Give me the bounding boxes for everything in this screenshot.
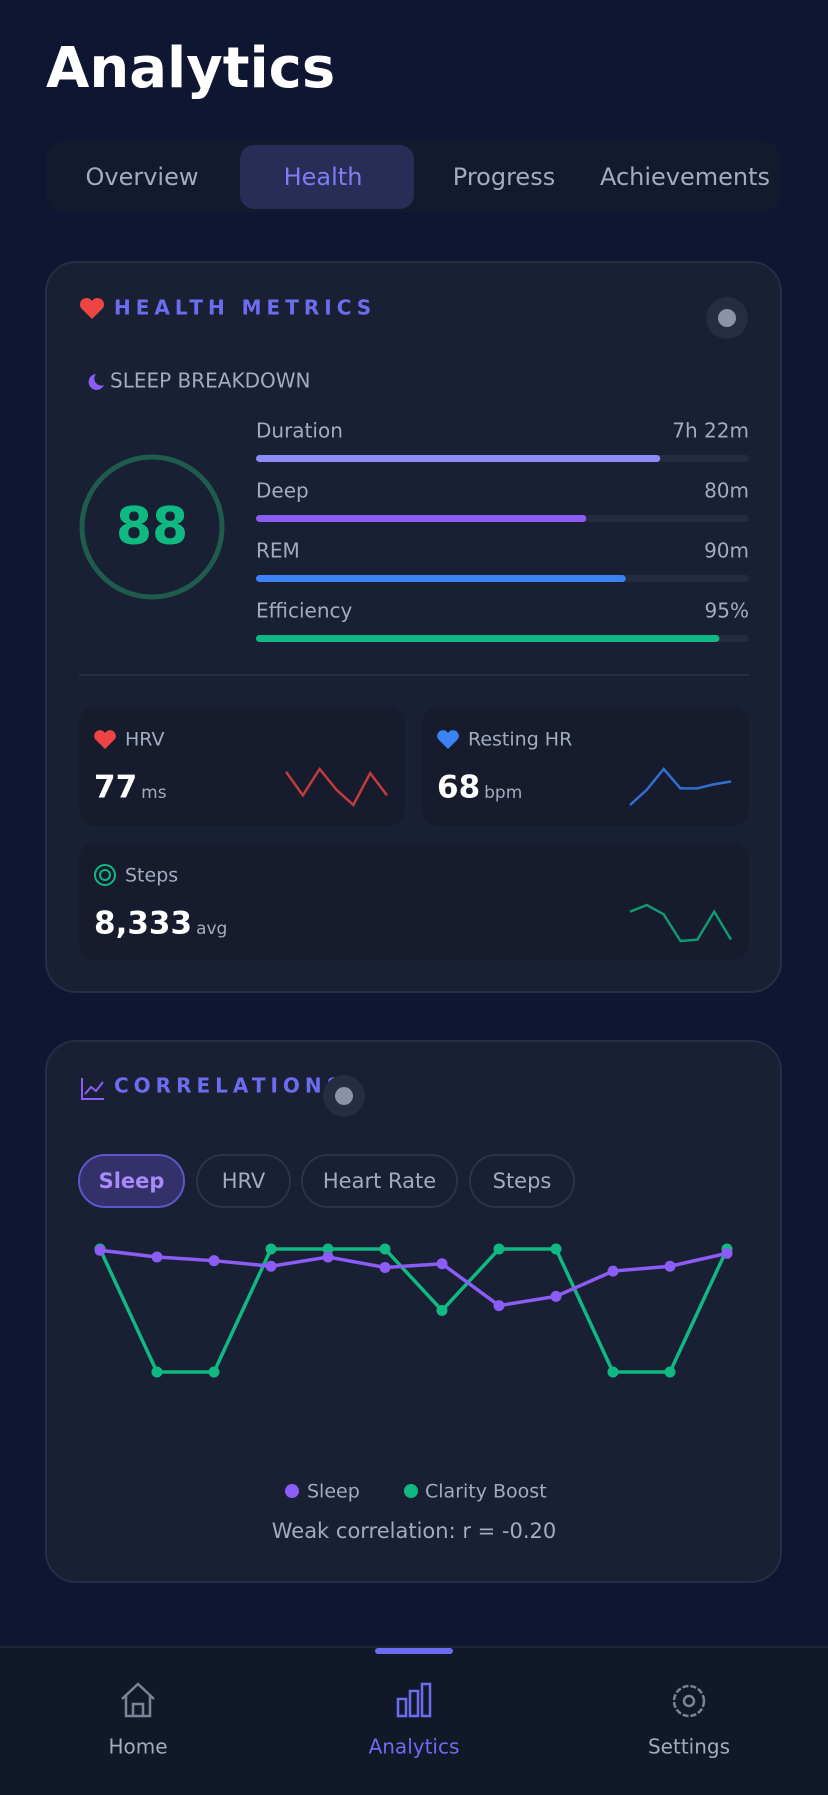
metric-value: 68 [437,770,480,806]
point [151,1251,163,1263]
chip[interactable] [196,1154,291,1208]
info-icon [718,309,736,327]
row-value: 95% [705,599,749,623]
correlation-note: Weak correlation: r = -0.20 [272,1519,557,1543]
point [322,1251,334,1263]
metric-value: 8,333 [94,906,192,942]
metric-label: Steps [125,865,178,887]
metric-unit: avg [196,919,227,939]
progress-fill [256,635,720,642]
progress-fill [256,455,661,462]
row-value: 90m [704,539,749,563]
nav-label[interactable]: Settings [648,1735,730,1759]
nav-indicator [375,1648,453,1654]
series-line [98,1247,729,1374]
heart-icon [437,730,459,749]
point [493,1243,505,1255]
row-value: 7h 22m [672,419,749,443]
section-title: CORRELATIONS [114,1074,346,1098]
chart-icon [81,1078,104,1100]
point [208,1255,220,1267]
progress-fill [256,575,626,582]
chip-label: Sleep [99,1169,165,1193]
legend-dot [285,1484,299,1498]
metric-value: 77 [94,770,137,806]
legend-label: Sleep [307,1481,360,1503]
point [379,1261,391,1273]
tab[interactable]: Progress [453,163,555,191]
series-line [99,1248,728,1308]
settings-icon [682,1694,696,1708]
steps-icon [94,864,116,886]
progress-fill [256,515,587,522]
point [151,1366,163,1378]
tab[interactable]: Health [284,163,363,191]
page-title: Analytics [46,36,335,101]
bottom-nav [0,1647,828,1795]
moon-icon [88,374,104,390]
tab-active-bg [240,145,414,209]
chip[interactable] [78,1154,185,1208]
tab[interactable]: Achievements [600,163,770,191]
correlations-card [45,1040,782,1583]
settings-icon [672,1684,706,1718]
metric-label: HRV [125,729,164,751]
point [322,1243,334,1255]
score-ring [79,454,225,600]
tab[interactable]: Overview [86,163,199,191]
point [550,1290,562,1302]
chip-label: HRV [222,1169,266,1193]
metric-card [79,843,749,960]
chip[interactable] [301,1154,458,1208]
metric-unit: ms [141,783,167,803]
sleep-score: 88 [116,497,188,557]
point [664,1260,676,1272]
row-label: REM [256,539,300,563]
nav-label[interactable]: Analytics [369,1735,460,1759]
sleep-title: SLEEP BREAKDOWN [110,369,310,393]
point [607,1366,619,1378]
row-label: Deep [256,479,309,503]
row-label: Efficiency [256,599,353,623]
point [265,1243,277,1255]
legend-label: Clarity Boost [425,1481,547,1503]
row-value: 80m [704,479,749,503]
row-label: Duration [256,419,343,443]
metric-label: Resting HR [468,729,572,751]
metric-card [79,707,405,826]
point [607,1265,619,1277]
point [550,1243,562,1255]
analytics-icon [396,1682,432,1718]
section-title: HEALTH METRICS [114,296,376,320]
point [94,1244,106,1256]
sparkline [284,766,388,808]
point [208,1366,220,1378]
metric-card [422,707,749,826]
home-icon [121,1682,155,1718]
point [664,1366,676,1378]
sparkline [629,767,732,806]
point [721,1247,733,1259]
point [436,1258,448,1270]
heart-icon [94,730,116,749]
point [265,1260,277,1272]
steps-icon [99,869,111,881]
point [493,1300,505,1312]
chip[interactable] [469,1154,575,1208]
sparkline [629,903,733,943]
point [379,1243,391,1255]
metric-unit: bpm [484,783,522,803]
legend-dot [404,1484,418,1498]
heart-icon [79,297,105,319]
point [436,1305,448,1316]
chip-label: Steps [493,1169,552,1193]
chip-label: Heart Rate [323,1169,436,1193]
info-icon [335,1087,353,1105]
nav-label[interactable]: Home [108,1735,167,1759]
